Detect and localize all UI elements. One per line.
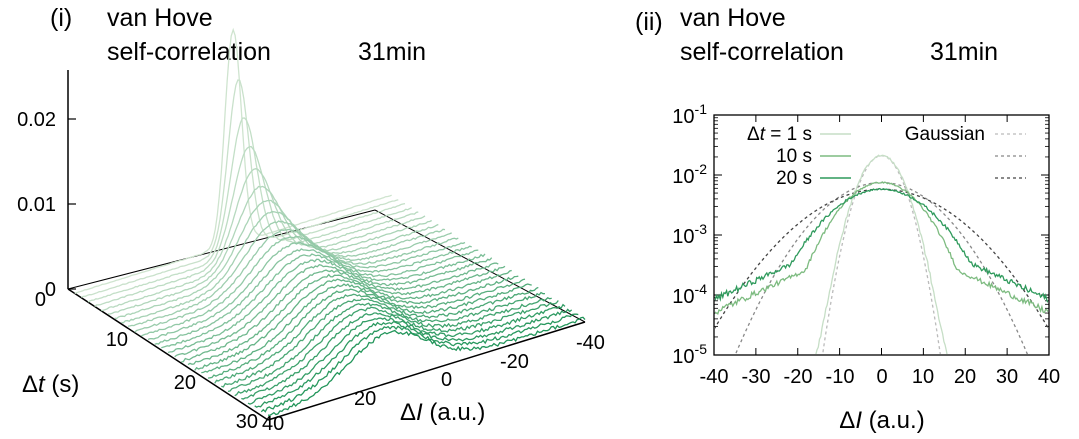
legend: Δt = 1 s 10 s 20 s Gaussian bbox=[747, 124, 1026, 189]
waterfall-curve bbox=[260, 313, 579, 413]
legend-label-gaussian: Gaussian bbox=[905, 124, 985, 145]
waterfall-curve bbox=[127, 220, 446, 327]
panel-ii-label: (ii) bbox=[635, 8, 663, 36]
panel-i-label: (i) bbox=[50, 4, 72, 32]
dt-tick-label-1: 10 bbox=[106, 329, 128, 351]
waterfall-curve bbox=[87, 117, 406, 303]
i-tick-label-3: -20 bbox=[500, 351, 529, 373]
distribution-curve bbox=[715, 187, 1048, 303]
x-tick-label-4: 0 bbox=[876, 366, 887, 388]
y-tick-label-4: 10-4 bbox=[672, 281, 707, 308]
waterfall-curve bbox=[174, 257, 493, 358]
dt-axis-line bbox=[67, 288, 269, 421]
intensity-ticks: 40 20 0 -20 -40 bbox=[262, 332, 605, 435]
back-floor-line bbox=[67, 209, 376, 290]
waterfall-curve bbox=[221, 286, 539, 388]
x-tick-label-5: 10 bbox=[912, 366, 934, 388]
waterfall-curve bbox=[114, 199, 432, 320]
panel-ii-time-label: 31min bbox=[930, 38, 998, 66]
dt-axis-label: Δt (s) bbox=[22, 371, 79, 398]
distribution-curve bbox=[715, 181, 1048, 315]
waterfall-curve bbox=[207, 278, 526, 379]
intensity-axis-label: ΔI (a.u.) bbox=[400, 399, 485, 426]
waterfall-curve bbox=[121, 211, 439, 324]
waterfall-curve bbox=[94, 145, 412, 307]
waterfall-curve bbox=[247, 303, 566, 405]
waterfall-curve bbox=[201, 275, 519, 374]
panel-ii-title-line1: van Hove bbox=[680, 4, 786, 32]
waterfall-curve bbox=[187, 265, 506, 366]
waterfall-curve bbox=[134, 228, 452, 333]
gaussian-fit-curve bbox=[822, 155, 941, 354]
z-ticks: 0 0.01 0.02 bbox=[17, 109, 76, 301]
gaussian-fit-curve bbox=[734, 181, 1029, 354]
i-tick-label-4: -40 bbox=[576, 332, 605, 354]
waterfall-curve bbox=[141, 235, 459, 337]
legend-label-dt20: 20 s bbox=[776, 168, 812, 189]
z-tick-label-2: 0.02 bbox=[17, 109, 56, 131]
z-tick-label-0: 0 bbox=[45, 279, 56, 301]
i-tick-label-2: 0 bbox=[441, 369, 452, 391]
waterfall-curve bbox=[227, 291, 546, 393]
dt-tick-label-3: 30 bbox=[236, 411, 258, 433]
x-tick-label-6: 20 bbox=[954, 366, 976, 388]
waterfall-curve bbox=[181, 262, 499, 363]
x-tick-label-7: 30 bbox=[996, 366, 1018, 388]
waterfall-curve bbox=[241, 300, 559, 400]
z-tick-label-1: 0.01 bbox=[17, 194, 56, 216]
waterfall-curve bbox=[81, 79, 399, 298]
x-axis-label: ΔI (a.u.) bbox=[839, 407, 924, 434]
panel-i-title-line1: van Hove bbox=[107, 4, 213, 32]
x-tick-label-2: -20 bbox=[784, 366, 813, 388]
legend-label-dt10: 10 s bbox=[776, 146, 812, 167]
x-tick-label-1: -30 bbox=[742, 366, 771, 388]
x-tick-label-3: -10 bbox=[826, 366, 855, 388]
x-tick-label-8: 40 bbox=[1038, 366, 1060, 388]
waterfall-curves bbox=[74, 27, 586, 416]
intensity-axis-line bbox=[267, 321, 586, 421]
waterfall-curve bbox=[254, 308, 573, 408]
panel-ii-ticks bbox=[713, 114, 1050, 356]
y-tick-label-5: 10-5 bbox=[672, 341, 707, 368]
dt-tick-label-2: 20 bbox=[174, 372, 196, 394]
waterfall-curve bbox=[154, 245, 472, 345]
x-tick-labels: -40 -30 -20 -10 0 10 20 30 40 bbox=[700, 366, 1061, 388]
plot-frame bbox=[713, 114, 1050, 356]
panel-i-time-label: 31min bbox=[358, 38, 426, 66]
dt-ticks: 0 10 20 30 bbox=[35, 289, 258, 433]
y-tick-label-1: 10-1 bbox=[672, 101, 707, 128]
x-tick-label-0: -40 bbox=[700, 366, 729, 388]
waterfall-curve bbox=[161, 249, 479, 349]
waterfall-curve bbox=[74, 27, 392, 295]
waterfall-curve bbox=[167, 253, 486, 354]
waterfall-curve bbox=[214, 283, 532, 384]
legend-label-dt1: Δt = 1 s bbox=[747, 124, 812, 145]
y-tick-labels: 10-1 10-2 10-3 10-4 10-5 bbox=[672, 101, 707, 368]
panel-ii-log-plot: (ii) van Hove self-correlation 31min 10-… bbox=[635, 4, 1060, 434]
panel-i-title-line2: self-correlation bbox=[107, 38, 271, 66]
gaussian-fit-curve bbox=[715, 188, 1048, 329]
dt-tick-label-0: 0 bbox=[35, 289, 46, 311]
waterfall-curve bbox=[147, 241, 466, 341]
panel-ii-title-line2: self-correlation bbox=[680, 38, 844, 66]
y-tick-label-3: 10-3 bbox=[672, 221, 707, 248]
y-tick-label-2: 10-2 bbox=[672, 161, 707, 188]
waterfall-curve bbox=[107, 185, 426, 315]
waterfall-curve bbox=[194, 269, 512, 371]
waterfall-curve bbox=[101, 168, 419, 312]
distribution-curve bbox=[815, 154, 948, 354]
waterfall-curve bbox=[267, 316, 586, 416]
panel-i-waterfall: (i) van Hove self-correlation 31min 0 0.… bbox=[17, 4, 605, 435]
i-tick-label-0: 40 bbox=[262, 413, 284, 435]
i-tick-label-1: 20 bbox=[354, 388, 376, 410]
panel-ii-curves bbox=[715, 154, 1048, 354]
